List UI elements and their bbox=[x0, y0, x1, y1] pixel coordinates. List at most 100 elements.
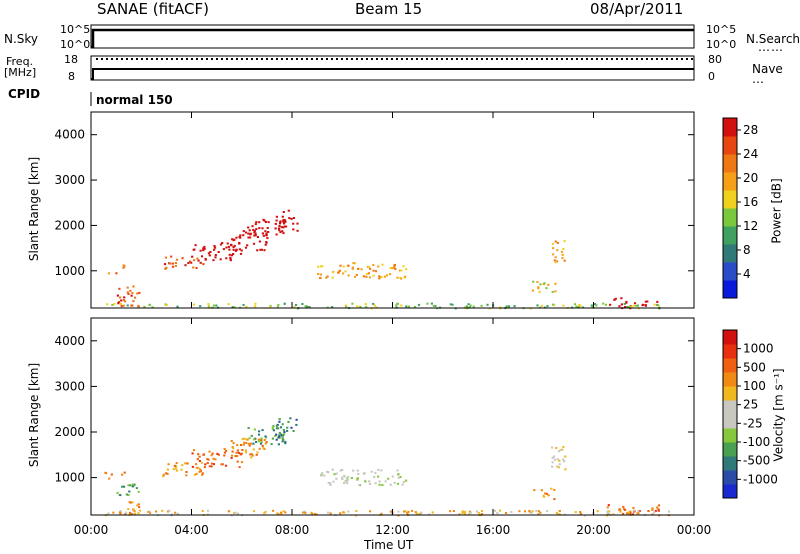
scatter-cell bbox=[373, 476, 376, 479]
cpid-value: normal 150 bbox=[96, 93, 173, 107]
scatter-cell bbox=[215, 304, 218, 307]
scatter-cell bbox=[120, 305, 123, 308]
colorbar-segment bbox=[723, 470, 737, 485]
scatter-cell bbox=[113, 303, 116, 305]
scatter-cell bbox=[181, 464, 184, 467]
nave-tick-top: 80 bbox=[708, 53, 722, 66]
scatter-cell bbox=[276, 512, 279, 515]
scatter-cell bbox=[321, 472, 324, 475]
scatter-cell bbox=[221, 242, 224, 244]
scatter-cell bbox=[295, 423, 298, 426]
scatter-cell bbox=[651, 507, 654, 510]
scatter-cell bbox=[558, 463, 561, 466]
scatter-cell bbox=[537, 513, 540, 516]
scatter-cell bbox=[196, 257, 199, 260]
scatter-cell bbox=[657, 504, 661, 507]
scatter-cell bbox=[277, 227, 281, 230]
scatter-cell bbox=[399, 476, 402, 478]
scatter-cell bbox=[344, 270, 347, 273]
y-tick-label: 3000 bbox=[54, 173, 85, 187]
scatter-cell bbox=[122, 485, 126, 488]
scatter-cell bbox=[252, 228, 255, 231]
scatter-cell bbox=[256, 451, 259, 454]
scatter-cell bbox=[219, 243, 223, 246]
nsearch-legend-dots: …… bbox=[758, 40, 784, 54]
scatter-cell bbox=[232, 248, 235, 251]
scatter-cell bbox=[280, 511, 283, 514]
scatter-cell bbox=[200, 255, 204, 258]
scatter-cell bbox=[451, 303, 454, 306]
scatter-cell bbox=[407, 510, 410, 513]
colorbar-segment bbox=[723, 456, 737, 471]
scatter-cell bbox=[638, 510, 641, 512]
scatter-cell bbox=[271, 509, 275, 512]
scatter-cell bbox=[398, 269, 402, 272]
scatter-cell bbox=[195, 466, 198, 469]
cpid-label: CPID bbox=[8, 87, 41, 101]
scatter-cell bbox=[127, 484, 130, 487]
scatter-cell bbox=[305, 305, 309, 308]
scatter-cell bbox=[480, 304, 483, 307]
scatter-cell bbox=[256, 236, 259, 238]
scatter-cell bbox=[208, 465, 211, 468]
scatter-cell bbox=[217, 251, 220, 253]
scatter-cell bbox=[175, 462, 178, 465]
scatter-cell bbox=[223, 454, 226, 457]
scatter-cell bbox=[230, 244, 233, 247]
scatter-cell bbox=[480, 513, 484, 515]
scatter-cell bbox=[556, 458, 559, 461]
scatter-cell bbox=[116, 491, 119, 494]
scatter-cell bbox=[321, 265, 324, 268]
scatter-cell bbox=[249, 233, 252, 236]
scatter-cell bbox=[212, 259, 215, 262]
scatter-cell bbox=[465, 305, 468, 308]
scatter-cell bbox=[281, 437, 284, 440]
y-tick-label: 4000 bbox=[54, 334, 85, 348]
scatter-cell bbox=[287, 209, 290, 212]
scatter-cell bbox=[199, 261, 202, 264]
scatter-cell bbox=[264, 510, 267, 513]
colorbar-segment bbox=[723, 386, 737, 401]
scatter-cell bbox=[413, 306, 416, 308]
scatter-cell bbox=[292, 217, 295, 219]
nsearch-tick-top: 10^5 bbox=[706, 23, 737, 36]
scatter-cell bbox=[622, 505, 625, 508]
scatter-cell bbox=[265, 441, 268, 444]
scatter-cell bbox=[365, 306, 368, 309]
scatter-cell bbox=[208, 450, 211, 453]
scatter-cell bbox=[138, 506, 141, 509]
scatter-cell bbox=[644, 300, 647, 303]
scatter-cell bbox=[364, 303, 367, 306]
scatter-cell bbox=[651, 509, 654, 511]
scatter-cell bbox=[344, 304, 347, 307]
scatter-cell bbox=[122, 266, 125, 269]
scatter-cell bbox=[602, 302, 605, 305]
scatter-cell bbox=[510, 511, 513, 513]
scatter-cell bbox=[169, 262, 172, 265]
scatter-cell bbox=[287, 421, 290, 423]
scatter-cell bbox=[197, 453, 200, 456]
scatter-cell bbox=[311, 512, 314, 515]
scatter-cell bbox=[477, 511, 480, 514]
scatter-cell bbox=[162, 475, 165, 478]
scatter-cell bbox=[247, 226, 250, 229]
scatter-cell bbox=[203, 245, 206, 248]
scatter-cell bbox=[274, 435, 277, 437]
scatter-cell bbox=[262, 446, 265, 449]
scatter-cell bbox=[347, 510, 350, 513]
scatter-cell bbox=[614, 297, 617, 300]
scatter-cell bbox=[171, 262, 174, 265]
scatter-cell bbox=[345, 477, 348, 480]
scatter-cell bbox=[352, 469, 355, 472]
scatter-cell bbox=[304, 305, 307, 308]
scatter-cell bbox=[181, 257, 184, 260]
scatter-cell bbox=[244, 449, 247, 452]
scatter-cell bbox=[214, 256, 217, 259]
scatter-cell bbox=[201, 510, 204, 512]
scatter-cell bbox=[265, 232, 268, 235]
scatter-cell bbox=[430, 302, 433, 305]
scatter-cell bbox=[637, 512, 640, 515]
scatter-cell bbox=[131, 485, 134, 488]
scatter-cell bbox=[562, 445, 565, 448]
scatter-cell bbox=[165, 266, 168, 269]
